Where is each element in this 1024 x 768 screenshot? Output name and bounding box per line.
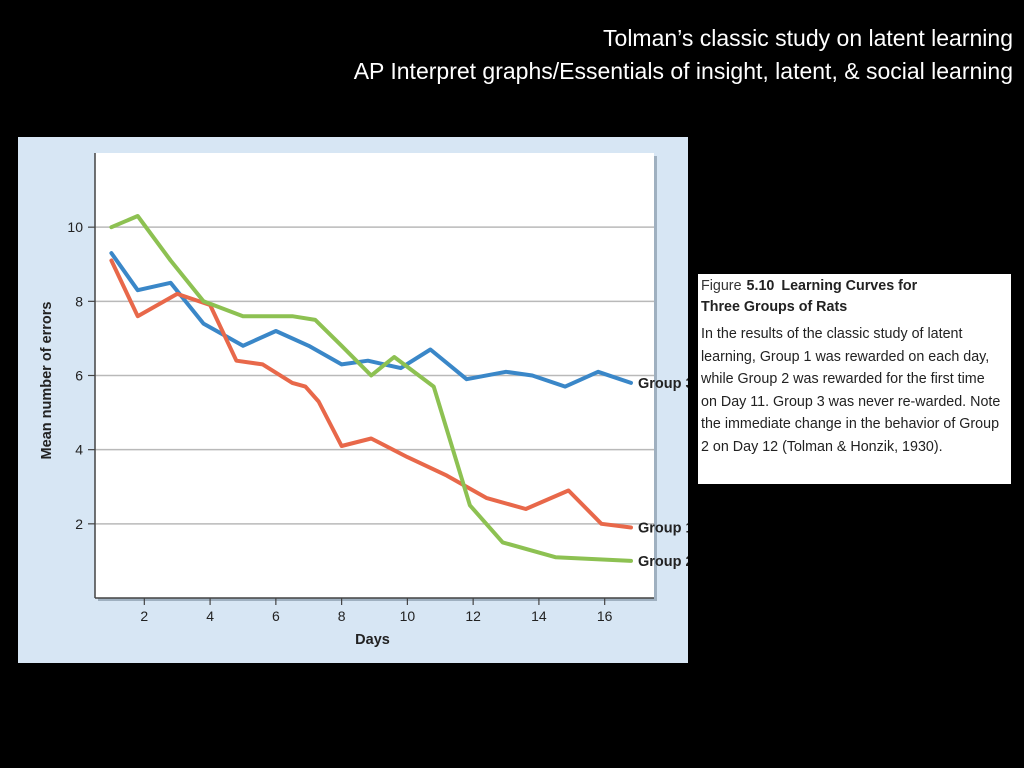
y-tick-label: 2 bbox=[75, 516, 83, 532]
x-tick-label: 16 bbox=[597, 608, 613, 624]
x-tick-label: 10 bbox=[400, 608, 416, 624]
slide-title: Tolman’s classic study on latent learnin… bbox=[354, 22, 1013, 88]
x-tick-label: 8 bbox=[338, 608, 346, 624]
y-tick-label: 4 bbox=[75, 442, 83, 458]
x-tick-label: 4 bbox=[206, 608, 214, 624]
figure-panel: 2 4 6 8 10 2 4 6 8 10 12 14 16 Days Mean number of err… bbox=[18, 137, 688, 663]
group-2-line bbox=[109, 214, 633, 563]
caption-figure-label: Figure bbox=[701, 278, 742, 294]
caption-body: In the results of the classic study of l… bbox=[701, 326, 1001, 455]
y-tick-label: 10 bbox=[67, 219, 83, 235]
group-3-label: Group 3 bbox=[638, 376, 688, 392]
caption-heading-line-1: Learning Curves for bbox=[781, 278, 918, 294]
slide-title-line-2: AP Interpret graphs/Essentials of insigh… bbox=[353, 58, 1013, 84]
y-tick-label: 6 bbox=[75, 368, 83, 384]
caption-figure-number: 5.10 bbox=[746, 278, 775, 294]
x-axis-title: Days bbox=[355, 632, 390, 648]
y-tick-label: 8 bbox=[75, 293, 83, 309]
figure-caption: Figure 5.10 Learning Curves for Three Gro… bbox=[698, 274, 1011, 484]
y-axis-title: Mean number of errors bbox=[39, 302, 55, 460]
caption-heading: Figure 5.10 Learning Curves for Three Gro… bbox=[701, 276, 1004, 318]
group-3-line bbox=[109, 251, 633, 389]
learning-curves-chart: 2 4 6 8 10 2 4 6 8 10 12 14 16 Days Mean number of err… bbox=[39, 153, 688, 648]
group-2-label: Group 2 bbox=[638, 554, 688, 570]
slide-title-line-1: Tolman’s classic study on latent learnin… bbox=[603, 25, 1013, 51]
caption-heading-line-2: Three Groups of Rats bbox=[701, 299, 848, 315]
x-tick-label: 2 bbox=[140, 608, 148, 624]
group-1-label: Group 1 bbox=[638, 521, 688, 537]
x-tick-label: 14 bbox=[531, 608, 547, 624]
x-tick-label: 6 bbox=[272, 608, 280, 624]
x-tick-label: 12 bbox=[465, 608, 481, 624]
